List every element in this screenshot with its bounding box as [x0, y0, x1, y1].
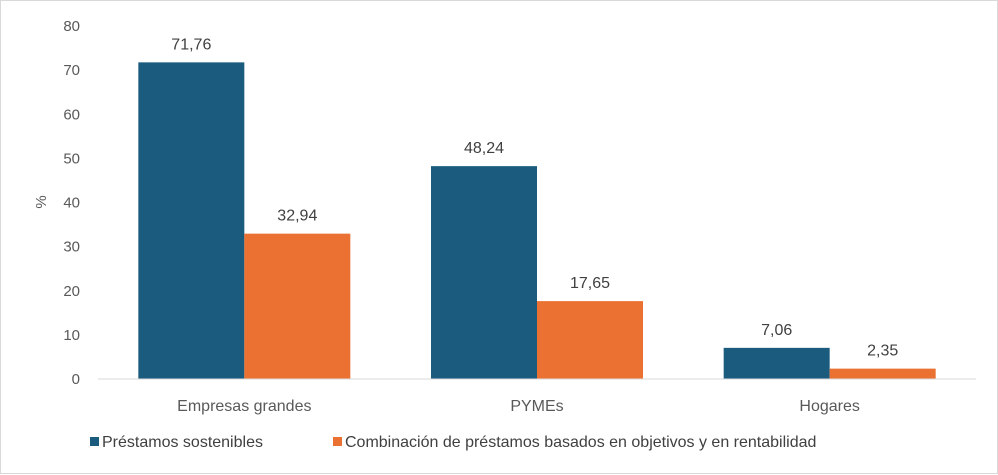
data-label: 2,35 — [867, 343, 898, 360]
y-tick-label: 40 — [63, 195, 80, 212]
bar-combinacion-2 — [829, 368, 936, 379]
bar-combinacion-1 — [537, 301, 643, 379]
data-label: 48,24 — [464, 140, 504, 157]
y-tick-label: 0 — [72, 371, 80, 388]
y-tick-label: 20 — [63, 283, 80, 300]
y-tick-label: 30 — [63, 239, 80, 256]
y-axis-title: % — [33, 195, 50, 208]
bar-prestamos-sostenibles-2 — [723, 347, 830, 379]
y-tick-label: 10 — [63, 327, 80, 344]
legend: Préstamos sostenibles Combinación de prés… — [90, 434, 816, 451]
data-label: 71,76 — [171, 36, 211, 53]
legend-label: Préstamos sostenibles — [102, 434, 263, 451]
x-category-label: Hogares — [799, 398, 859, 415]
data-label: 7,06 — [761, 322, 792, 339]
y-tick-label: 60 — [63, 106, 80, 123]
bar-combinacion-0 — [244, 233, 351, 379]
legend-label: Combinación de préstamos basados en obje… — [345, 434, 816, 451]
data-label: 32,94 — [277, 208, 317, 225]
x-category-label: PYMEs — [510, 398, 563, 415]
y-tick-label: 70 — [63, 62, 80, 79]
bar-prestamos-sostenibles-0 — [138, 62, 245, 379]
x-category-label: Empresas grandes — [177, 398, 311, 415]
legend-swatch — [90, 437, 99, 446]
bars-group: 71,76 32,94 48,24 17,65 7,06 2,35 — [138, 36, 936, 379]
bar-prestamos-sostenibles-1 — [431, 166, 537, 379]
data-label: 17,65 — [570, 275, 610, 292]
y-tick-label: 50 — [63, 150, 80, 167]
y-axis: 0 10 20 30 40 50 60 70 80 — [63, 18, 80, 388]
legend-swatch — [333, 437, 342, 446]
x-axis: Empresas grandes PYMEs Hogares — [177, 398, 860, 415]
y-tick-label: 80 — [63, 18, 80, 35]
